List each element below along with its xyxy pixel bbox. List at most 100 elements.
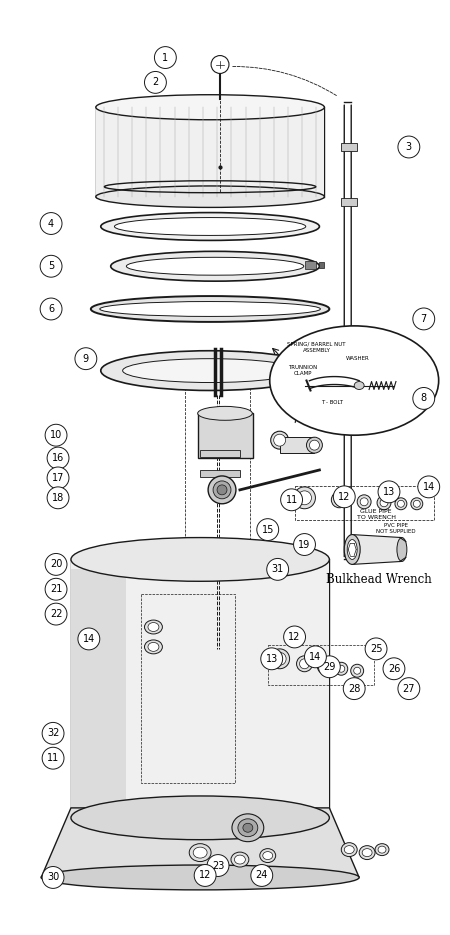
Circle shape <box>194 865 216 886</box>
Ellipse shape <box>71 538 329 582</box>
Polygon shape <box>96 108 324 196</box>
Text: 3: 3 <box>406 142 412 152</box>
Circle shape <box>154 47 176 68</box>
Text: 27: 27 <box>403 683 415 694</box>
Circle shape <box>267 558 288 581</box>
Ellipse shape <box>111 252 320 281</box>
Text: 22: 22 <box>50 609 62 619</box>
Ellipse shape <box>320 663 328 670</box>
Text: 26: 26 <box>388 664 400 674</box>
Polygon shape <box>71 569 126 808</box>
Text: 14: 14 <box>83 634 95 644</box>
Circle shape <box>418 476 440 497</box>
Ellipse shape <box>380 498 388 507</box>
Text: 23: 23 <box>212 860 224 870</box>
Ellipse shape <box>263 852 273 859</box>
Ellipse shape <box>208 476 236 504</box>
Text: 25: 25 <box>370 644 382 654</box>
Text: 7: 7 <box>421 314 427 324</box>
Circle shape <box>398 678 420 699</box>
Ellipse shape <box>270 649 290 669</box>
Ellipse shape <box>411 497 423 510</box>
Ellipse shape <box>344 845 354 854</box>
Ellipse shape <box>101 351 320 391</box>
Text: 19: 19 <box>298 539 310 550</box>
Circle shape <box>365 638 387 660</box>
Text: 10: 10 <box>50 430 62 440</box>
Text: 11: 11 <box>285 495 298 505</box>
Ellipse shape <box>335 662 348 675</box>
Text: 18: 18 <box>52 493 64 503</box>
Circle shape <box>47 487 69 509</box>
Text: 15: 15 <box>261 525 274 535</box>
Circle shape <box>378 481 400 503</box>
Ellipse shape <box>357 495 371 509</box>
Ellipse shape <box>189 843 211 861</box>
Ellipse shape <box>213 481 231 498</box>
Ellipse shape <box>338 666 345 672</box>
Circle shape <box>251 865 273 886</box>
Circle shape <box>284 626 306 648</box>
Ellipse shape <box>217 485 227 495</box>
Text: 2: 2 <box>152 78 158 87</box>
Ellipse shape <box>91 296 329 322</box>
Circle shape <box>413 308 435 330</box>
Text: SPRING/ BARREL NUT
ASSEMBLY: SPRING/ BARREL NUT ASSEMBLY <box>287 342 346 352</box>
Text: 21: 21 <box>50 584 62 595</box>
Polygon shape <box>352 535 402 565</box>
Text: T - BOLT: T - BOLT <box>321 400 343 406</box>
Text: Bulkhead Wrench: Bulkhead Wrench <box>326 573 432 586</box>
Ellipse shape <box>344 535 360 565</box>
Text: 31: 31 <box>271 565 284 574</box>
Ellipse shape <box>375 843 389 856</box>
Text: 12: 12 <box>288 632 301 642</box>
Ellipse shape <box>300 659 310 669</box>
Ellipse shape <box>71 796 329 840</box>
Ellipse shape <box>397 500 405 508</box>
Circle shape <box>47 467 69 489</box>
Circle shape <box>398 137 420 158</box>
Text: 14: 14 <box>423 482 435 492</box>
Text: 29: 29 <box>323 662 336 671</box>
Ellipse shape <box>362 849 372 856</box>
Ellipse shape <box>414 500 420 508</box>
Circle shape <box>45 579 67 600</box>
Ellipse shape <box>260 849 276 863</box>
Text: 14: 14 <box>309 652 322 662</box>
Circle shape <box>42 747 64 770</box>
Circle shape <box>40 255 62 277</box>
Circle shape <box>45 424 67 446</box>
Bar <box>200 450 240 457</box>
Bar <box>198 413 253 458</box>
Circle shape <box>261 648 283 669</box>
Circle shape <box>40 212 62 235</box>
Ellipse shape <box>231 852 249 867</box>
Ellipse shape <box>378 846 386 853</box>
Circle shape <box>305 646 326 668</box>
Ellipse shape <box>354 381 364 390</box>
Ellipse shape <box>351 664 364 677</box>
Ellipse shape <box>360 497 368 506</box>
Bar <box>279 438 315 453</box>
Ellipse shape <box>193 847 207 858</box>
Circle shape <box>211 55 229 74</box>
Text: 12: 12 <box>199 870 212 881</box>
Ellipse shape <box>238 819 258 837</box>
Ellipse shape <box>317 660 331 674</box>
Ellipse shape <box>100 301 320 316</box>
Text: 6: 6 <box>48 304 54 314</box>
Text: 11: 11 <box>47 754 59 763</box>
Circle shape <box>207 855 229 876</box>
Circle shape <box>45 554 67 575</box>
Ellipse shape <box>273 653 286 666</box>
Text: 5: 5 <box>48 261 54 271</box>
Text: WASHER: WASHER <box>346 355 370 361</box>
Ellipse shape <box>101 212 320 240</box>
Bar <box>320 263 324 268</box>
Ellipse shape <box>377 496 391 510</box>
Circle shape <box>383 658 405 680</box>
Circle shape <box>293 534 315 555</box>
Text: 24: 24 <box>256 870 268 881</box>
Ellipse shape <box>331 492 347 508</box>
Circle shape <box>319 655 340 678</box>
